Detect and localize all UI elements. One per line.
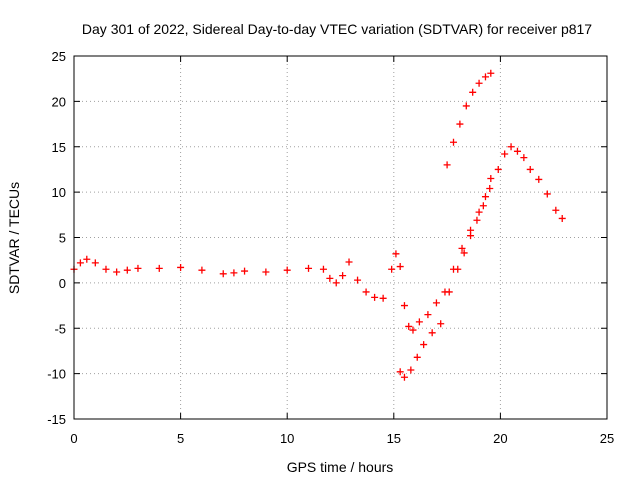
data-point	[155, 264, 163, 272]
y-tick-label: -15	[47, 412, 66, 427]
series-late	[494, 143, 566, 222]
data-point	[332, 279, 340, 287]
data-point	[520, 154, 528, 162]
data-point	[345, 258, 353, 266]
data-point	[543, 190, 551, 198]
data-point	[319, 265, 327, 273]
data-point	[487, 175, 495, 183]
data-point	[454, 265, 462, 273]
data-point	[400, 373, 408, 381]
series-lower	[396, 184, 494, 381]
data-point	[113, 268, 121, 276]
data-point	[379, 294, 387, 302]
data-point	[462, 102, 470, 110]
data-point	[134, 264, 142, 272]
data-point	[481, 193, 489, 201]
data-point	[424, 311, 432, 319]
y-tick-label: 10	[52, 185, 66, 200]
data-point	[487, 69, 495, 77]
data-point	[526, 165, 534, 173]
data-point	[437, 320, 445, 328]
data-point	[230, 269, 238, 277]
data-point	[392, 250, 400, 258]
data-point	[396, 263, 404, 271]
data-point	[91, 259, 99, 267]
data-point	[388, 265, 396, 273]
data-point	[198, 266, 206, 274]
data-point	[339, 272, 347, 280]
data-point	[475, 79, 483, 87]
x-tick-label: 25	[600, 431, 614, 446]
x-tick-label: 0	[70, 431, 77, 446]
data-point	[432, 299, 440, 307]
data-point	[479, 202, 487, 210]
data-point	[262, 268, 270, 276]
y-axis-label: SDTVAR / TECUs	[6, 182, 22, 294]
data-point	[241, 267, 249, 275]
chart-title: Day 301 of 2022, Sidereal Day-to-day VTE…	[82, 21, 592, 37]
x-tick-label: 20	[493, 431, 507, 446]
y-tick-label: 25	[52, 49, 66, 64]
data-point	[456, 120, 464, 128]
y-tick-label: 0	[59, 276, 66, 291]
data-point	[513, 147, 521, 155]
data-point	[558, 214, 566, 222]
y-tick-label: 20	[52, 94, 66, 109]
y-tick-label: 15	[52, 140, 66, 155]
data-points	[70, 69, 566, 381]
data-point	[413, 353, 421, 361]
data-point	[473, 216, 481, 224]
data-point	[552, 206, 560, 214]
x-tick-label: 15	[387, 431, 401, 446]
y-tick-label: -10	[47, 367, 66, 382]
data-point	[354, 276, 362, 284]
data-point	[458, 244, 466, 252]
data-point	[420, 341, 428, 349]
grid	[74, 56, 607, 419]
data-point	[407, 366, 415, 374]
data-point	[396, 368, 404, 376]
data-point	[326, 274, 334, 282]
data-point	[486, 184, 494, 192]
data-point	[415, 318, 423, 326]
x-tick-label: 5	[177, 431, 184, 446]
data-point	[362, 288, 370, 296]
plot-frame	[73, 55, 608, 420]
data-point	[494, 165, 502, 173]
x-axis-label: GPS time / hours	[287, 459, 394, 475]
series-upper	[443, 69, 495, 169]
data-point	[445, 288, 453, 296]
series-main	[70, 175, 495, 334]
data-point	[443, 161, 451, 169]
data-point	[460, 249, 468, 257]
data-point	[449, 138, 457, 146]
data-point	[409, 326, 417, 334]
y-tick-label: 5	[59, 231, 66, 246]
axis-ticks: 0 5 10 15 20 25 -15 -10 -5 0 5 10 15 20 25	[47, 49, 614, 446]
data-point	[102, 265, 110, 273]
data-point	[428, 329, 436, 337]
data-point	[467, 232, 475, 240]
data-point	[219, 270, 227, 278]
data-point	[83, 255, 91, 263]
data-point	[501, 150, 509, 158]
data-point	[283, 266, 291, 274]
data-point	[475, 208, 483, 216]
data-point	[305, 264, 313, 272]
data-point	[177, 263, 185, 271]
data-point	[405, 322, 413, 330]
data-point	[469, 88, 477, 96]
data-point	[535, 175, 543, 183]
data-point	[481, 73, 489, 81]
data-point	[507, 143, 515, 151]
data-point	[123, 266, 131, 274]
data-point	[400, 302, 408, 310]
data-point	[371, 293, 379, 301]
y-tick-label: -5	[54, 321, 66, 336]
data-point	[76, 259, 84, 267]
x-tick-label: 10	[280, 431, 294, 446]
